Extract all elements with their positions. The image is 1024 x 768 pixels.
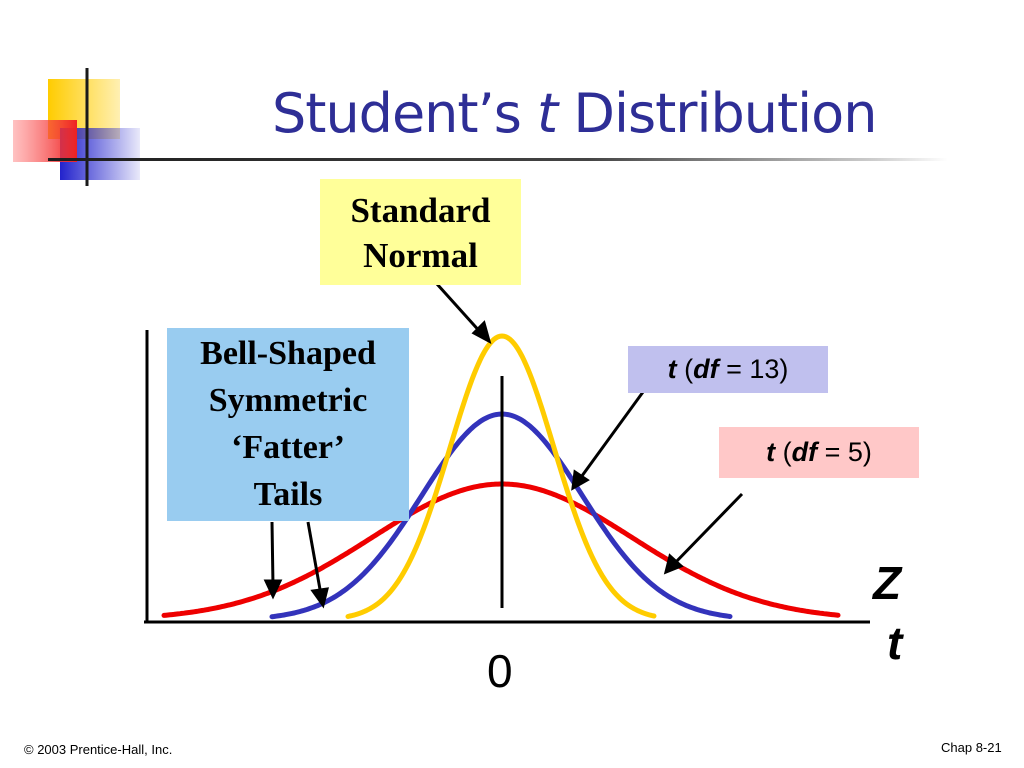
- zero-tick-label: 0: [487, 645, 513, 697]
- arrowhead-standard-normal: [471, 320, 492, 344]
- arrowhead-df13: [571, 469, 590, 491]
- footer-slide-number: Chap 8-21: [941, 740, 1002, 755]
- arrow-fat-tail-red: [270, 521, 275, 587]
- standard-normal-curve: [345, 333, 657, 619]
- t-axis-label: t: [887, 617, 903, 669]
- standard-normal-callout: Standard Normal: [320, 179, 521, 285]
- footer-copyright: © 2003 Prentice-Hall, Inc.: [24, 742, 173, 757]
- arrow-df13: [577, 380, 653, 481]
- arrowhead-df5: [663, 553, 684, 575]
- arrow-standard-normal: [435, 282, 484, 336]
- title-divider: [48, 158, 948, 161]
- z-axis-label: Z: [873, 557, 902, 609]
- arrowhead-fat-tail-blue: [310, 587, 329, 609]
- t-df5-callout: t (df = 5): [719, 427, 919, 478]
- t-df13-callout: t (df = 13): [628, 346, 828, 393]
- bell-shaped-callout: Bell-Shaped Symmetric ‘Fatter’ Tails: [167, 328, 409, 521]
- slide-title: Student’s t Distribution: [272, 82, 877, 145]
- arrow-fat-tail-blue: [306, 521, 323, 596]
- decorative-logo: [13, 68, 140, 186]
- arrowhead-fat-tail-red: [263, 579, 283, 600]
- arrow-df5: [671, 492, 744, 567]
